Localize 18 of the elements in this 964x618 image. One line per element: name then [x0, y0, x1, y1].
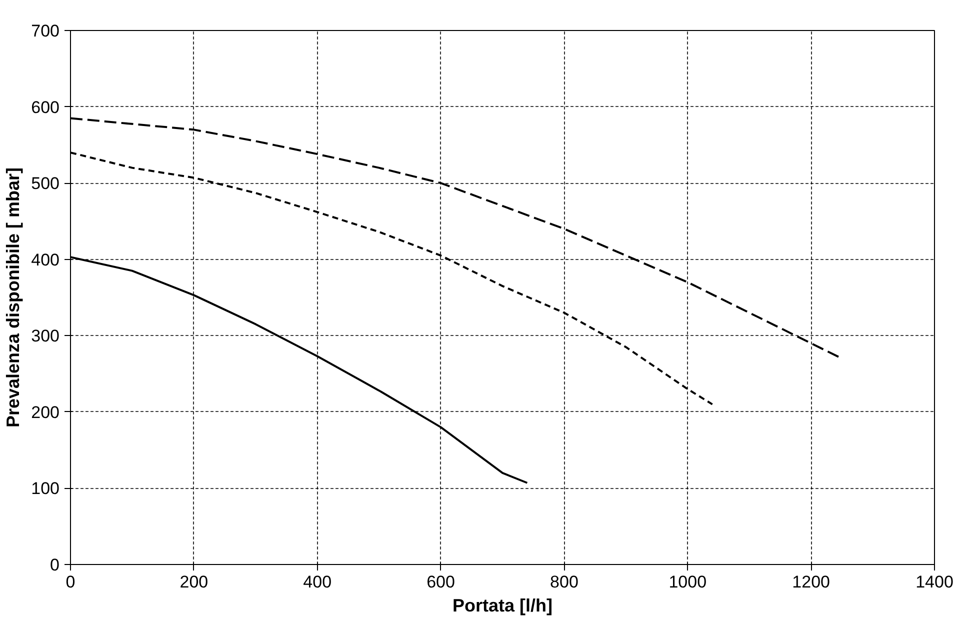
x-tick-label: 600 — [426, 572, 455, 592]
x-tick-label: 1200 — [792, 572, 830, 592]
x-tick-label: 400 — [303, 572, 332, 592]
y-axis-title: Prevalenza disponibile [ mbar] — [3, 167, 24, 428]
x-axis-title: Portata [l/h] — [452, 596, 553, 616]
x-tick-label: 1400 — [916, 572, 954, 592]
y-tick-label: 700 — [31, 22, 60, 40]
y-tick-label: 400 — [31, 250, 60, 270]
y-tick-label: 500 — [31, 174, 60, 194]
y-tick-label: 0 — [50, 556, 60, 574]
x-tick-label: 800 — [550, 572, 578, 592]
y-tick-label: 600 — [31, 98, 60, 117]
x-tick-label: 0 — [66, 572, 76, 592]
y-tick-label: 200 — [31, 402, 60, 422]
x-tick-label: 1000 — [668, 572, 707, 592]
y-tick-label: 300 — [31, 326, 60, 346]
y-tick-label: 100 — [31, 479, 60, 498]
x-tick-label: 200 — [180, 572, 208, 592]
